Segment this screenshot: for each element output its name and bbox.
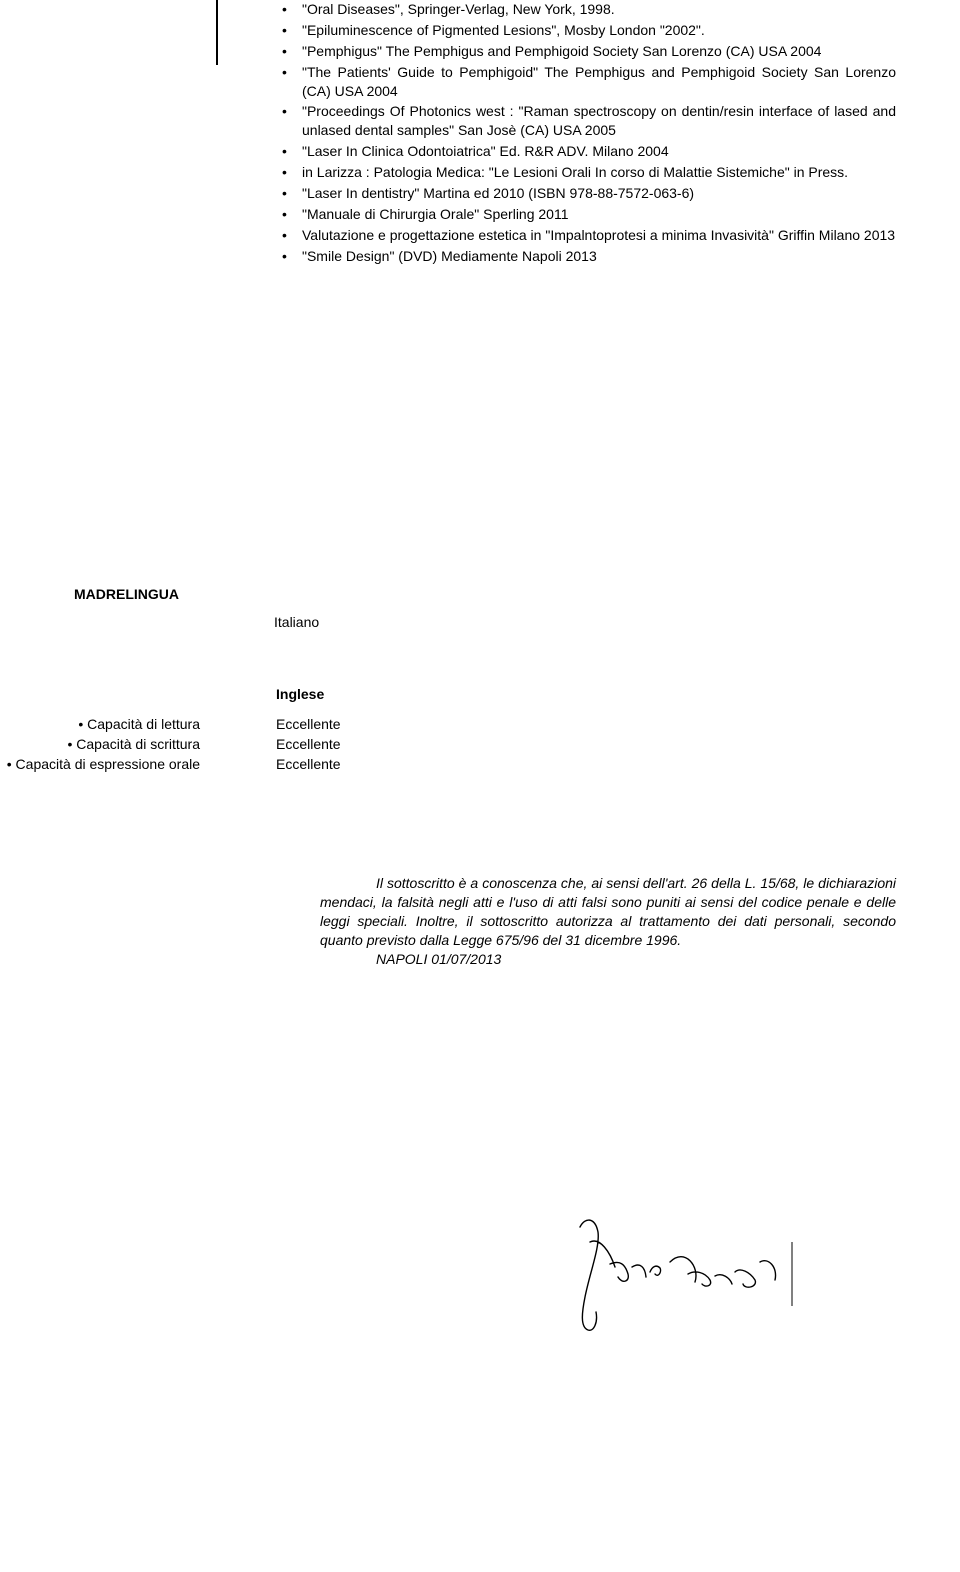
language-skill-label: • Capacità di scrittura bbox=[0, 736, 200, 752]
language-skill-label: • Capacità di lettura bbox=[0, 716, 200, 732]
list-item: Valutazione e progettazione estetica in … bbox=[276, 226, 896, 245]
list-item: "Epiluminescence of Pigmented Lesions", … bbox=[276, 21, 896, 40]
list-item-text: "Laser In Clinica Odontoiatrica" Ed. R&R… bbox=[302, 143, 669, 159]
language-skill-value: Eccellente bbox=[276, 756, 341, 772]
list-item-text: "Manuale di Chirurgia Orale" Sperling 20… bbox=[302, 206, 569, 222]
mother-tongue-section: MADRELINGUA Italiano bbox=[74, 586, 894, 602]
publications-list: "Oral Diseases", Springer-Verlag, New Yo… bbox=[276, 0, 896, 266]
list-item-text: "Oral Diseases", Springer-Verlag, New Yo… bbox=[302, 1, 615, 17]
closing-declaration: Il sottoscritto è a conoscenza che, ai s… bbox=[320, 874, 896, 968]
list-item-text: "Laser In dentistry" Martina ed 2010 (IS… bbox=[302, 185, 694, 201]
list-item: "The Patients' Guide to Pemphigoid" The … bbox=[276, 63, 896, 101]
list-item-text: "The Patients' Guide to Pemphigoid" The … bbox=[302, 64, 896, 99]
list-item-text: Valutazione e progettazione estetica in … bbox=[302, 227, 895, 243]
list-item-text: "Epiluminescence of Pigmented Lesions", … bbox=[302, 22, 705, 38]
closing-body: Il sottoscritto è a conoscenza che, ai s… bbox=[320, 874, 896, 950]
mother-tongue-label: MADRELINGUA bbox=[74, 586, 894, 602]
list-item: "Smile Design" (DVD) Mediamente Napoli 2… bbox=[276, 247, 896, 266]
closing-date: NAPOLI 01/07/2013 bbox=[320, 950, 896, 969]
language-skill-value: Eccellente bbox=[276, 736, 341, 752]
page-root: "Oral Diseases", Springer-Verlag, New Yo… bbox=[0, 0, 960, 1572]
list-item-text: "Smile Design" (DVD) Mediamente Napoli 2… bbox=[302, 248, 597, 264]
list-item-text: "Pemphigus" The Pemphigus and Pemphigoid… bbox=[302, 43, 821, 59]
left-vertical-rule bbox=[216, 0, 218, 65]
signature-block bbox=[560, 1212, 810, 1362]
list-item: "Proceedings Of Photonics west : "Raman … bbox=[276, 102, 896, 140]
list-item: "Laser In Clinica Odontoiatrica" Ed. R&R… bbox=[276, 142, 896, 161]
bullet-list-section: "Oral Diseases", Springer-Verlag, New Yo… bbox=[276, 0, 896, 268]
language-skill-value: Eccellente bbox=[276, 716, 341, 732]
list-item: "Oral Diseases", Springer-Verlag, New Yo… bbox=[276, 0, 896, 19]
list-item-text: "Proceedings Of Photonics west : "Raman … bbox=[302, 103, 896, 138]
list-item-text: in Larizza : Patologia Medica: "Le Lesio… bbox=[302, 164, 848, 180]
list-item: "Laser In dentistry" Martina ed 2010 (IS… bbox=[276, 184, 896, 203]
mother-tongue-value: Italiano bbox=[274, 614, 319, 630]
list-item: "Manuale di Chirurgia Orale" Sperling 20… bbox=[276, 205, 896, 224]
signature-icon bbox=[560, 1212, 810, 1362]
language-heading: Inglese bbox=[276, 686, 324, 702]
language-skill-label: • Capacità di espressione orale bbox=[0, 756, 200, 772]
list-item: in Larizza : Patologia Medica: "Le Lesio… bbox=[276, 163, 896, 182]
list-item: "Pemphigus" The Pemphigus and Pemphigoid… bbox=[276, 42, 896, 61]
